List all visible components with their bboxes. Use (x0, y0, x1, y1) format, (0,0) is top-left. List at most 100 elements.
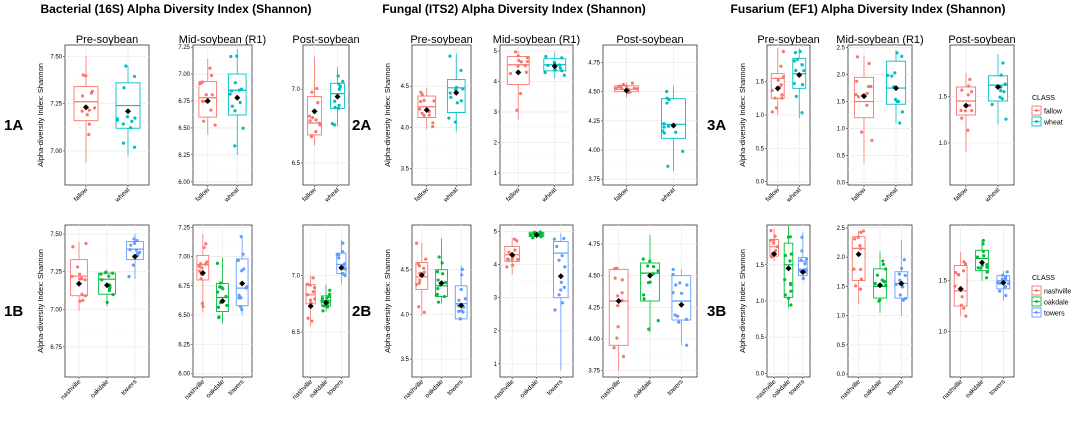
point-fallow (781, 49, 785, 54)
point-wheat (333, 123, 337, 127)
point-oakdale (441, 272, 445, 276)
point-oakdale (443, 281, 448, 285)
mean-marker-wheat (334, 93, 341, 100)
mean-marker-nashville (509, 251, 516, 258)
point-fallow (959, 108, 963, 113)
point-oakdale (328, 288, 332, 292)
point-fallow (422, 113, 426, 118)
point-nashville (769, 228, 773, 233)
point-wheat (890, 74, 894, 78)
y-axis-label: Alpha-diversity Index: Shannon (738, 249, 747, 353)
row-label-2B: 2B (352, 303, 371, 320)
point-fallow (519, 60, 523, 64)
y-tick-label: 1.5 (756, 263, 765, 269)
point-towers (131, 263, 135, 267)
point-oakdale (788, 235, 792, 239)
y-tick-label: 7.00 (178, 72, 190, 78)
point-towers (463, 297, 467, 301)
point-nashville (417, 264, 422, 268)
point-nashville (505, 265, 509, 269)
point-wheat (235, 54, 239, 58)
point-nashville (964, 314, 968, 318)
y-axis-label: Alpha-diversity Index: Shannon (738, 63, 747, 167)
box-towers (798, 257, 808, 277)
point-fallow (93, 106, 97, 110)
legend-title: CLASS (1032, 95, 1055, 102)
point-wheat (228, 92, 232, 96)
legend-title: CLASS (1032, 275, 1055, 282)
mean-marker-towers (557, 273, 564, 280)
point-wheat (793, 51, 798, 55)
point-wheat (1004, 117, 1008, 121)
panel-2B-post: 3.75 4.00 4.25 4.50 4.75 nashville oakdale towe… (588, 224, 698, 401)
point-wheat (229, 54, 233, 59)
point-towers (673, 313, 677, 317)
legend-label-oakdale: oakdale (1044, 300, 1069, 307)
point-wheat (557, 63, 562, 67)
x-tick-label-fallow: fallow (73, 186, 90, 203)
point-wheat (800, 83, 805, 87)
point-oakdale (107, 274, 111, 278)
point-nashville (963, 262, 968, 266)
point-wheat (233, 81, 237, 85)
x-tick-label-fallow: fallow (194, 186, 211, 203)
point-oakdale (981, 249, 985, 254)
point-towers (341, 241, 345, 245)
mean-marker-oakdale (785, 265, 792, 272)
point-oakdale (104, 271, 108, 275)
point-oakdale (532, 231, 536, 235)
row-label-3A: 3A (707, 117, 726, 134)
x-tick-label-fallow: fallow (413, 186, 430, 203)
point-fallow (960, 116, 964, 120)
point-wheat (893, 71, 897, 75)
point-nashville (78, 299, 82, 303)
point-nashville (954, 270, 958, 275)
y-tick-label: 4.00 (588, 148, 600, 154)
point-wheat (238, 100, 242, 105)
y-tick-label: 0.5 (756, 146, 765, 152)
point-fallow (523, 64, 527, 68)
point-nashville (854, 284, 858, 288)
point-wheat (661, 129, 665, 133)
y-tick-label: 2.0 (837, 73, 846, 79)
point-oakdale (647, 327, 651, 331)
point-fallow (420, 93, 424, 97)
mean-marker-wheat (995, 84, 1001, 90)
point-wheat (448, 91, 452, 95)
x-tick-label-towers: towers (546, 378, 565, 397)
point-wheat (666, 124, 671, 128)
point-nashville (78, 272, 82, 276)
point-oakdale (641, 257, 645, 261)
legend-key-dot (1035, 120, 1038, 123)
y-tick-label: 0.5 (756, 335, 765, 341)
point-towers (901, 298, 905, 302)
point-towers (239, 234, 243, 239)
point-wheat (461, 87, 465, 91)
point-towers (242, 267, 246, 271)
mean-marker-fallow (515, 69, 522, 76)
point-fallow (418, 107, 422, 111)
panel-strip (603, 33, 697, 45)
x-tick-label-nashville: nashville (493, 378, 516, 401)
point-oakdale (981, 238, 985, 243)
y-tick-label: 6.25 (178, 342, 190, 348)
mean-marker-fallow (204, 98, 211, 104)
point-fallow (781, 75, 786, 79)
point-towers (457, 298, 461, 302)
point-nashville (769, 238, 773, 242)
point-oakdale (883, 280, 887, 284)
point-nashville (197, 264, 201, 268)
point-towers (132, 241, 137, 245)
point-nashville (312, 290, 316, 294)
point-nashville (507, 250, 511, 254)
point-nashville (417, 305, 421, 309)
point-wheat (898, 121, 902, 125)
point-oakdale (884, 283, 888, 288)
point-nashville (773, 234, 777, 238)
panel-title: Mid-soybean (R1) (179, 34, 266, 46)
point-nashville (424, 257, 428, 261)
point-towers (460, 273, 464, 277)
point-oakdale (656, 269, 660, 273)
point-wheat (337, 82, 341, 86)
